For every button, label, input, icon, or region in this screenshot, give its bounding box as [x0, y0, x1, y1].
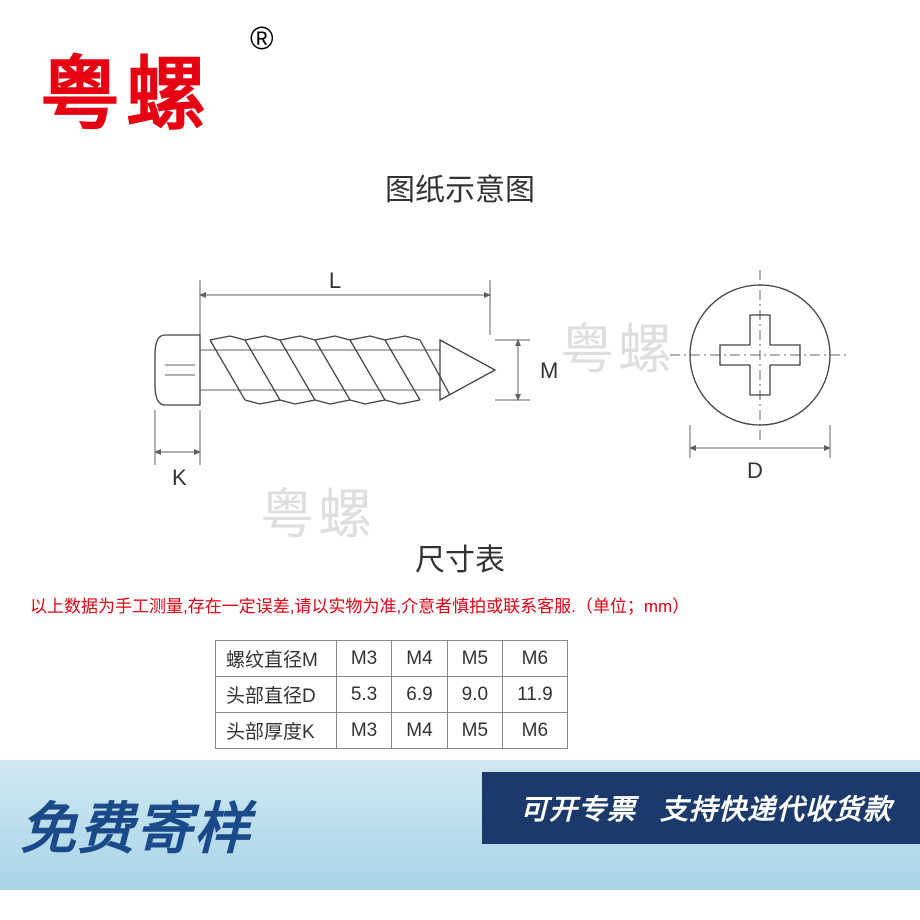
cell: M5 [447, 713, 502, 749]
cell: M5 [447, 641, 502, 677]
registered-mark: ® [250, 20, 274, 57]
cell: M3 [336, 713, 391, 749]
label-D: D [747, 458, 763, 483]
cell: M4 [392, 641, 447, 677]
banner-right-text-b: 支持快递代收货款 [660, 788, 892, 828]
cell: 6.9 [392, 677, 447, 713]
brand-logo: 粤螺 [40, 30, 212, 146]
cell: 11.9 [503, 677, 568, 713]
diagram-title: 图纸示意图 [0, 165, 920, 209]
table-title: 尺寸表 [0, 535, 920, 579]
cell: 螺纹直径M [216, 641, 337, 677]
screw-diagram-svg: L [0, 240, 920, 530]
cell: 头部直径D [216, 677, 337, 713]
banner-right-text-a: 可开专票 [520, 788, 636, 828]
cell: 5.3 [336, 677, 391, 713]
spec-table: 螺纹直径M M3 M4 M5 M6 头部直径D 5.3 6.9 9.0 11.9… [215, 640, 568, 749]
table-row: 头部厚度K M3 M4 M5 M6 [216, 713, 568, 749]
cell: 头部厚度K [216, 713, 337, 749]
label-M: M [540, 358, 558, 383]
banner-right-panel: 可开专票 支持快递代收货款 [482, 772, 920, 844]
cell: M6 [503, 713, 568, 749]
banner-left-text: 免费寄样 [20, 784, 252, 865]
table-row: 螺纹直径M M3 M4 M5 M6 [216, 641, 568, 677]
promo-banner: 免费寄样 可开专票 支持快递代收货款 [0, 760, 920, 890]
screw-side-view: L [155, 268, 558, 490]
technical-diagram: L [0, 240, 920, 530]
label-L: L [329, 268, 341, 293]
measurement-note: 以上数据为手工测量,存在一定误差,请以实物为准,介意者慎拍或联系客服.（单位；m… [30, 592, 900, 617]
cell: M4 [392, 713, 447, 749]
cell: M6 [503, 641, 568, 677]
cell: 9.0 [447, 677, 502, 713]
label-K: K [172, 465, 187, 490]
screw-top-view: D [670, 270, 850, 483]
table-row: 头部直径D 5.3 6.9 9.0 11.9 [216, 677, 568, 713]
cell: M3 [336, 641, 391, 677]
